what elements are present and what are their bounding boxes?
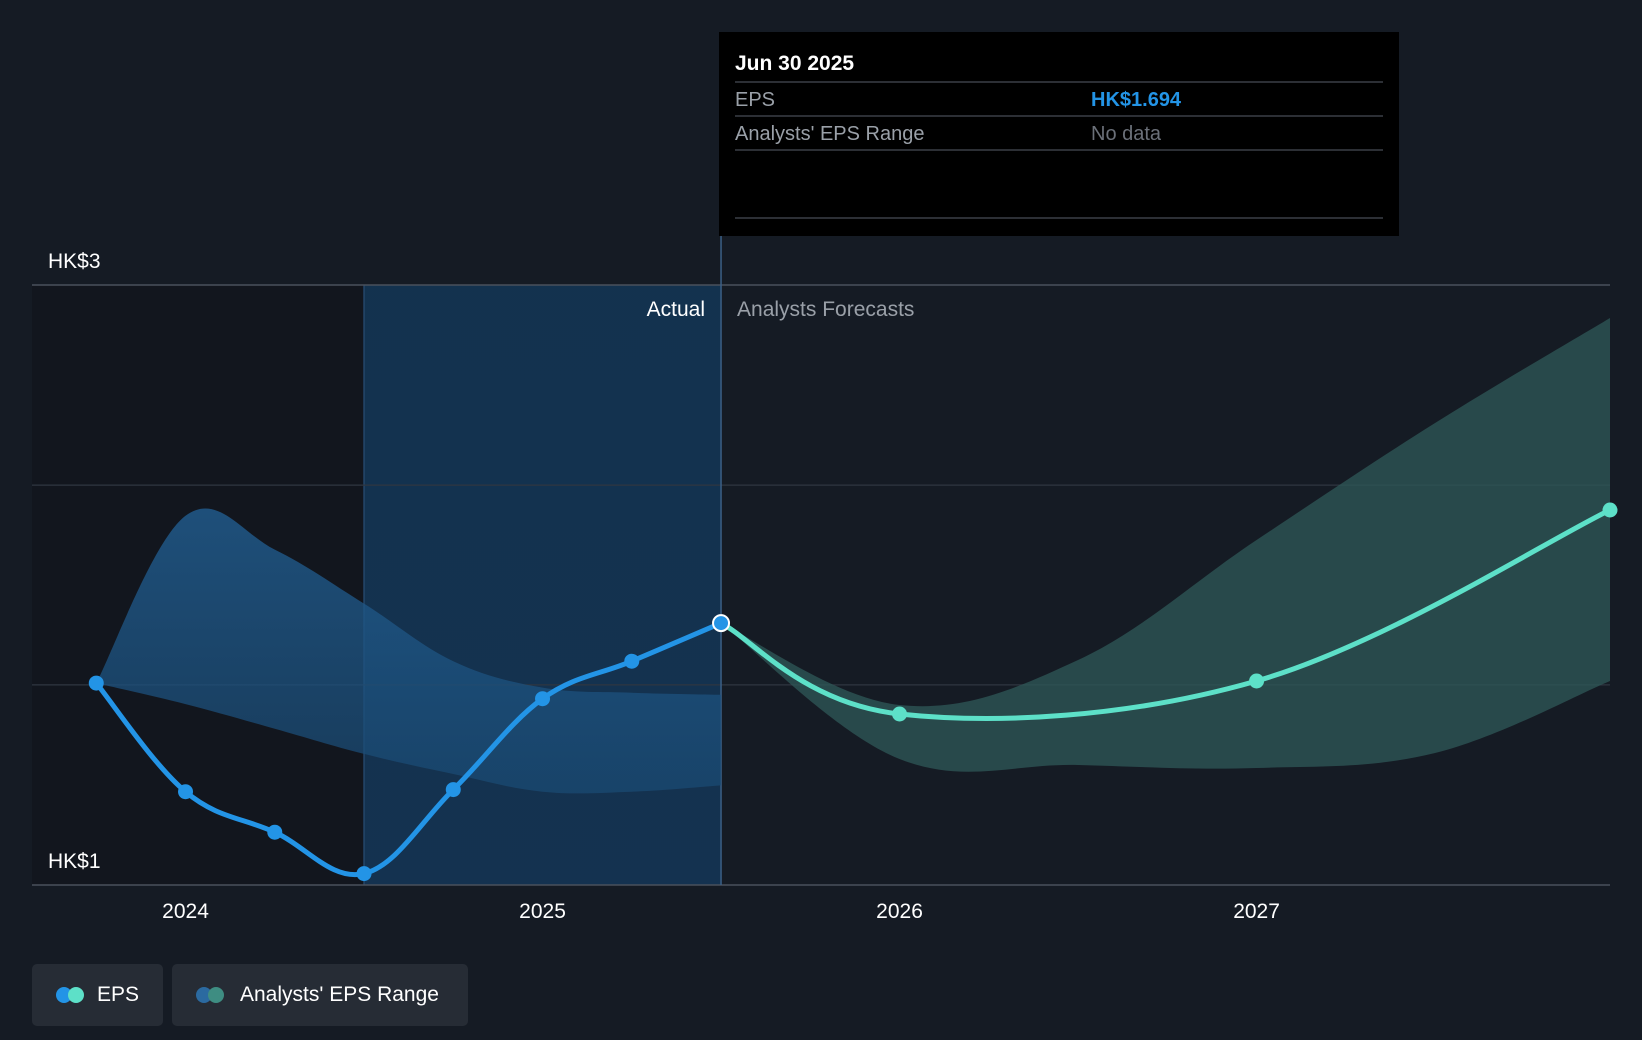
tooltip-row-label-1: Analysts' EPS Range (735, 123, 924, 145)
tooltip-row-label-0: EPS (735, 89, 775, 111)
eps-point-forecast-3 (1602, 502, 1618, 518)
y-axis-label-top: HK$3 (48, 250, 101, 273)
highlight-region (364, 285, 722, 885)
eps-point-actual-7 (712, 614, 731, 633)
legend-range-icon (196, 987, 226, 1003)
eps-point-actual-6 (624, 653, 640, 669)
y-axis-label-bottom: HK$1 (48, 850, 101, 873)
x-tick-label-2026: 2026 (876, 900, 923, 923)
range-band-actual (96, 508, 722, 794)
eps-point-actual-4 (445, 782, 461, 798)
tooltip-box (719, 32, 1399, 236)
eps-point-actual-5 (535, 691, 551, 707)
eps-point-forecast-2 (1249, 673, 1265, 689)
range-band-forecast (721, 318, 1610, 772)
eps-point-forecast-1 (892, 706, 908, 722)
x-tick-label-2025: 2025 (519, 900, 566, 923)
tooltip-date: Jun 30 2025 (735, 52, 854, 75)
region-label-actual: Actual (647, 298, 705, 321)
eps-point-actual-1 (178, 784, 194, 800)
region-label-forecast: Analysts Forecasts (737, 298, 914, 321)
eps-line-forecast (718, 507, 1613, 721)
legend-range-dot-forecast (208, 987, 224, 1003)
eps-point-actual-0 (88, 675, 104, 691)
eps-point-actual-2 (267, 824, 283, 840)
legend-eps-dot-forecast (68, 987, 84, 1003)
eps-point-actual-3 (356, 866, 372, 882)
legend-item-eps[interactable]: EPS (32, 964, 163, 1026)
tooltip-row-value-1: No data (1091, 123, 1162, 145)
legend-range-label: Analysts' EPS Range (240, 983, 439, 1006)
legend-eps-label: EPS (96, 983, 139, 1006)
x-tick-label-2027: 2027 (1233, 900, 1280, 923)
legend-eps-icon (56, 987, 84, 1003)
legend-item-range[interactable]: Analysts' EPS Range (172, 964, 468, 1026)
x-tick-label-2024: 2024 (162, 900, 209, 923)
tooltip-row-value-0: HK$1.694 (1091, 89, 1182, 111)
